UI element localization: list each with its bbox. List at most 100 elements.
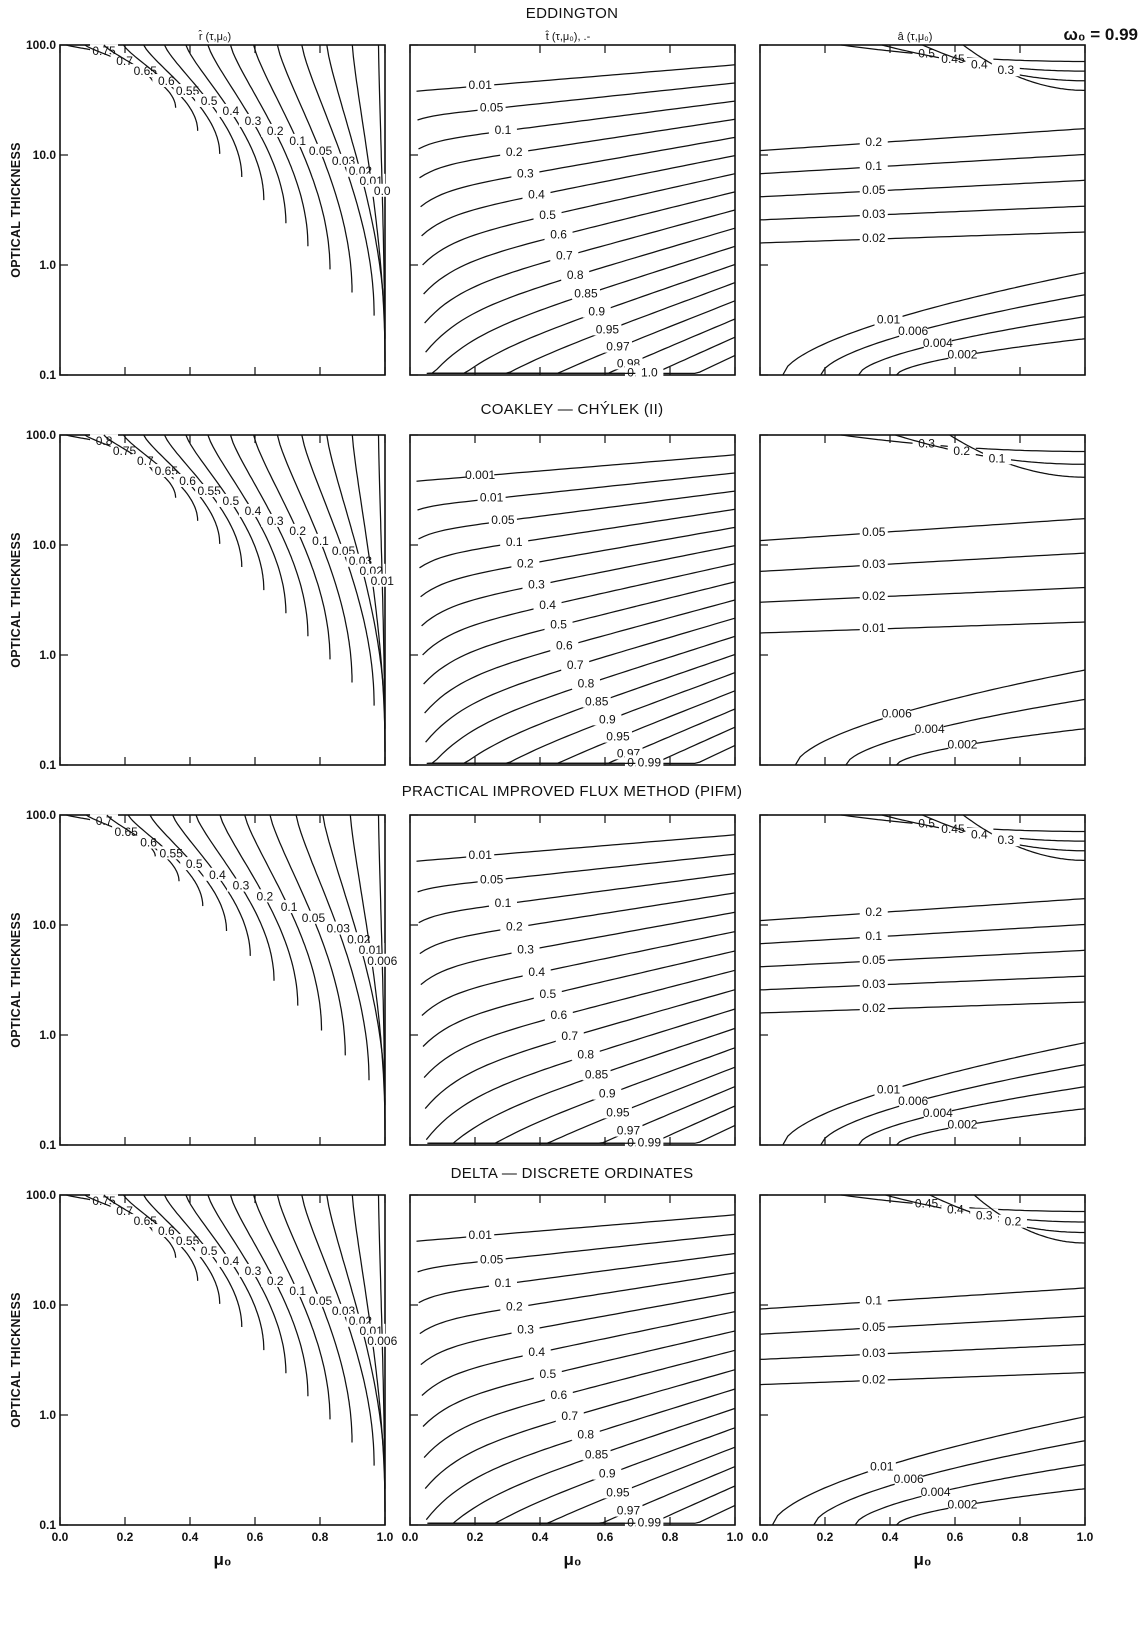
contour-panel: 0.1 1.0 10.0 100.0 0.70.650.60.550.5 0.4 0.3 0.…	[26, 808, 398, 1152]
contour-label: 0.1	[289, 134, 306, 148]
contour-label: 0.7	[561, 1409, 578, 1423]
contour-label: 0.7	[96, 814, 113, 828]
contour-label: 0.7	[556, 249, 573, 263]
contour-line	[416, 1214, 736, 1242]
y-tick-label: 100.0	[26, 808, 56, 822]
contour-label: 0.8	[567, 268, 584, 282]
contour-line	[377, 814, 386, 1145]
contour-label-bg	[477, 490, 506, 504]
contour-label: 0.01	[359, 943, 383, 957]
contour-line	[431, 1485, 736, 1524]
contour-label-bg	[614, 1503, 643, 1517]
contour-label: 0.2	[289, 524, 306, 538]
contour-label-bg	[216, 1253, 245, 1267]
contour-label: 0.9	[599, 1087, 616, 1101]
contour-label-bg	[466, 847, 495, 861]
contour-line	[377, 1194, 386, 1525]
contour-label: 0.1	[865, 1294, 882, 1308]
contour-line	[896, 338, 1086, 376]
contour-panel: 0.01 0.05 0.1 0.2 0.3 0.4 0.5 0.6 0.7 0.8 0.85 0.9 0…	[409, 44, 736, 379]
contour-label-bg	[195, 93, 224, 107]
contour-label-bg	[603, 729, 632, 743]
contour-label: 0.03	[862, 1346, 886, 1360]
contour-label: 0.05	[862, 1320, 886, 1334]
contour-line	[423, 969, 736, 1079]
contour-label: 0.8	[578, 676, 595, 690]
contour-line	[425, 1008, 736, 1141]
column-title: t̂ (τ,μ₀), .-	[545, 29, 591, 43]
contour-label-bg	[859, 589, 888, 603]
contour-line	[219, 814, 299, 1006]
contour-label-bg	[635, 755, 664, 769]
contour-line	[427, 653, 736, 765]
contour-line	[424, 209, 736, 324]
contour-line	[143, 434, 221, 544]
contour-panel: 0.5 0.45 0.4 0.30.20.10.050.030.020.010.006…	[759, 44, 1086, 376]
contour-line	[962, 814, 1085, 862]
contour-label-bg	[593, 1466, 622, 1480]
contour-line	[432, 354, 736, 375]
contour-line	[418, 1252, 736, 1304]
contour-label: 0.6	[550, 228, 567, 242]
contour-label: 0.5	[201, 94, 218, 108]
contour-label: 0.1	[865, 159, 882, 173]
contour-line	[417, 472, 736, 511]
contour-label: 0.02	[862, 1372, 886, 1386]
x-tick-label: 1.0	[727, 1530, 744, 1544]
contour-label-bg	[571, 1047, 600, 1061]
y-axis-label: OPTICAL THICKNESS	[9, 912, 23, 1047]
contour-label: 0.6	[140, 836, 157, 850]
contour-line	[973, 1194, 1085, 1244]
contour-line	[207, 44, 287, 224]
contour-label-bg	[90, 814, 119, 828]
contour-label-bg	[489, 1276, 518, 1290]
contour-line	[431, 726, 736, 765]
contour-label-bg	[582, 694, 611, 708]
contour-line	[253, 434, 331, 660]
contour-line	[424, 599, 736, 714]
contour-line	[244, 814, 323, 1031]
contour-label-bg	[998, 1214, 1027, 1228]
contour-line	[419, 118, 736, 179]
contour-label: 0.2	[1005, 1215, 1022, 1229]
contour-label-bg	[938, 822, 967, 836]
plot-frame	[409, 814, 736, 1146]
contour-label: 0.8	[577, 1048, 594, 1062]
contour-line	[207, 434, 287, 614]
contour-label-bg	[261, 123, 290, 137]
contour-line	[422, 173, 736, 266]
contour-line	[423, 191, 736, 295]
contour-label-bg	[157, 846, 186, 860]
x-axis-label: μ₀	[913, 1550, 931, 1569]
contour-label: 0.05	[862, 525, 886, 539]
contour-label: 0.2	[267, 1274, 284, 1288]
contour-label-bg	[357, 1323, 386, 1337]
contour-label-bg	[859, 928, 888, 942]
contour-label: 0.4	[209, 868, 226, 882]
contour-line	[429, 300, 736, 375]
contour-label: 0.6	[556, 639, 573, 653]
contour-panel: 0.0 0.2 0.4 0.6 0.8 1.0 μ₀ 0.45 0.4 0.3 0.2 0.1 0.05…	[752, 1194, 1094, 1569]
contour-label-bg	[90, 1194, 119, 1208]
y-tick-label: 0.1	[39, 368, 56, 382]
x-tick-label: 0.8	[312, 1530, 329, 1544]
contour-label: 0.03	[862, 557, 886, 571]
contour-line	[426, 635, 736, 765]
contour-label: 0.95	[606, 1485, 630, 1499]
contour-label: 0.05	[480, 1252, 504, 1266]
contour-line	[432, 744, 736, 765]
contour-label: 0.95	[596, 322, 620, 336]
contour-line	[949, 434, 1085, 478]
contour-line	[759, 153, 1086, 175]
contour-label: 0.99	[638, 1135, 662, 1149]
contour-label-bg	[500, 919, 529, 933]
contour-label: 0.03	[862, 207, 886, 221]
contour-label: 0.001	[465, 468, 495, 482]
contour-label: 0.004	[915, 722, 945, 736]
contour-line	[163, 434, 243, 568]
contour-label: 0.01	[480, 491, 504, 505]
contour-line	[430, 1086, 736, 1144]
